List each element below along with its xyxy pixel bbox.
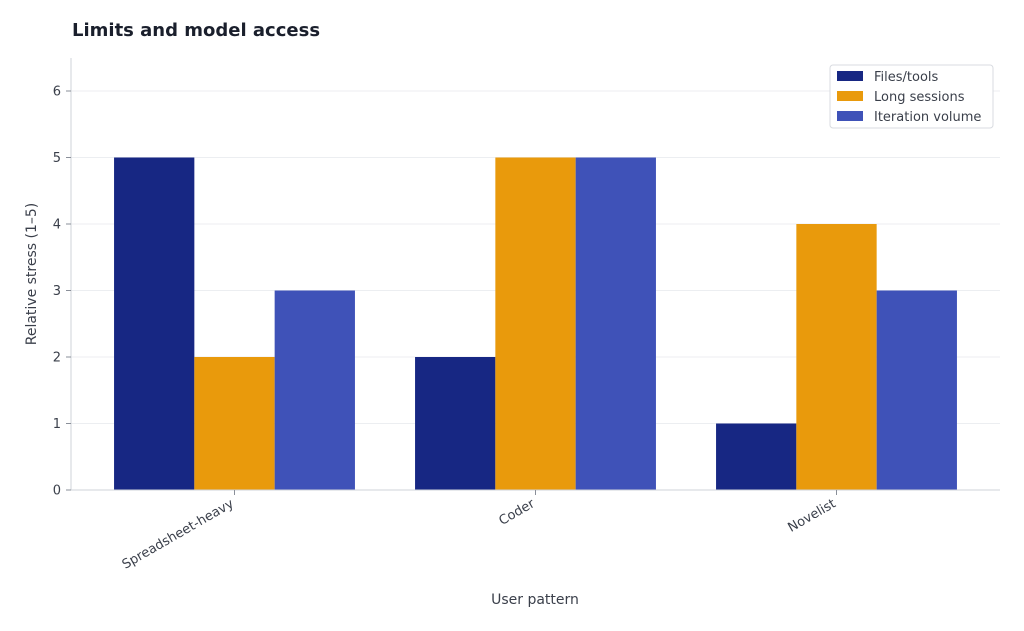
y-tick-label: 0 bbox=[53, 484, 61, 499]
bar-files-tools-spreadsheet-heavy bbox=[114, 157, 195, 490]
x-tick-label: Spreadsheet-heavy bbox=[120, 496, 237, 572]
y-tick-label: 4 bbox=[53, 218, 61, 233]
y-tick-label: 5 bbox=[53, 151, 61, 166]
bar-files-tools-novelist bbox=[716, 423, 797, 490]
x-tick-label: Novelist bbox=[786, 496, 839, 535]
legend-swatch bbox=[837, 71, 863, 81]
legend-label: Long sessions bbox=[874, 90, 965, 105]
y-tick-label: 3 bbox=[53, 284, 61, 299]
legend-swatch bbox=[837, 111, 863, 121]
bar-long-sessions-spreadsheet-heavy bbox=[194, 357, 275, 490]
bar-iteration-volume-novelist bbox=[876, 290, 957, 490]
y-axis-label: Relative stress (1–5) bbox=[24, 203, 40, 346]
y-tick-label: 2 bbox=[53, 351, 61, 366]
legend-label: Iteration volume bbox=[874, 110, 981, 125]
bar-files-tools-coder bbox=[415, 357, 496, 490]
x-tick-label: Coder bbox=[497, 496, 539, 529]
bar-long-sessions-coder bbox=[495, 157, 576, 490]
x-ticks: Spreadsheet-heavy Coder Novelist bbox=[120, 490, 839, 573]
y-tick-label: 6 bbox=[53, 85, 61, 100]
bar-long-sessions-novelist bbox=[796, 224, 877, 490]
legend-swatch bbox=[837, 91, 863, 101]
x-axis-label: User pattern bbox=[491, 592, 579, 608]
legend-frame bbox=[829, 64, 994, 129]
bar-iteration-volume-coder bbox=[575, 157, 656, 490]
legend-label: Files/tools bbox=[874, 70, 939, 85]
bar-iteration-volume-spreadsheet-heavy bbox=[274, 290, 355, 490]
y-ticks: 0 1 2 3 4 5 6 bbox=[53, 85, 71, 499]
legend: Files/tools Long sessions Iteration volume bbox=[829, 64, 994, 129]
bars bbox=[114, 157, 957, 490]
y-tick-label: 1 bbox=[53, 417, 61, 432]
chart-title: Limits and model access bbox=[72, 20, 321, 41]
